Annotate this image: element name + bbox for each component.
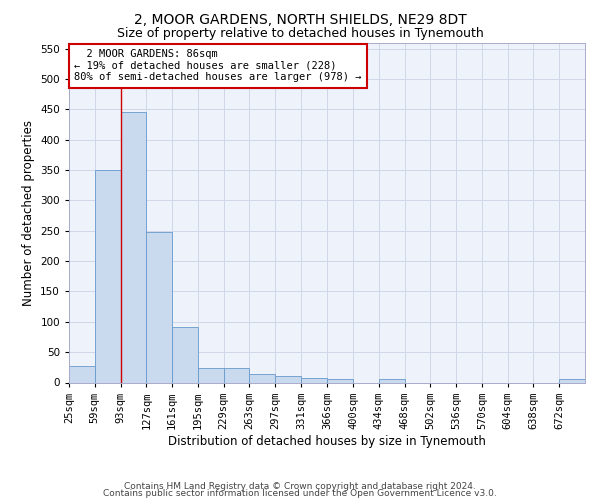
Bar xyxy=(379,380,404,382)
Bar xyxy=(95,170,121,382)
Bar xyxy=(121,112,146,382)
Text: Contains public sector information licensed under the Open Government Licence v3: Contains public sector information licen… xyxy=(103,490,497,498)
Bar xyxy=(275,376,301,382)
Text: Size of property relative to detached houses in Tynemouth: Size of property relative to detached ho… xyxy=(116,26,484,40)
Text: 2, MOOR GARDENS, NORTH SHIELDS, NE29 8DT: 2, MOOR GARDENS, NORTH SHIELDS, NE29 8DT xyxy=(134,12,466,26)
Bar xyxy=(250,374,275,382)
Bar xyxy=(69,366,95,382)
Bar xyxy=(224,368,250,382)
Y-axis label: Number of detached properties: Number of detached properties xyxy=(22,120,35,306)
Bar xyxy=(301,378,328,382)
Bar xyxy=(198,368,224,382)
Bar xyxy=(559,380,585,382)
Bar xyxy=(146,232,172,382)
Text: 2 MOOR GARDENS: 86sqm
← 19% of detached houses are smaller (228)
80% of semi-det: 2 MOOR GARDENS: 86sqm ← 19% of detached … xyxy=(74,50,362,82)
Bar xyxy=(172,326,198,382)
Bar xyxy=(328,379,353,382)
X-axis label: Distribution of detached houses by size in Tynemouth: Distribution of detached houses by size … xyxy=(168,434,486,448)
Text: Contains HM Land Registry data © Crown copyright and database right 2024.: Contains HM Land Registry data © Crown c… xyxy=(124,482,476,491)
